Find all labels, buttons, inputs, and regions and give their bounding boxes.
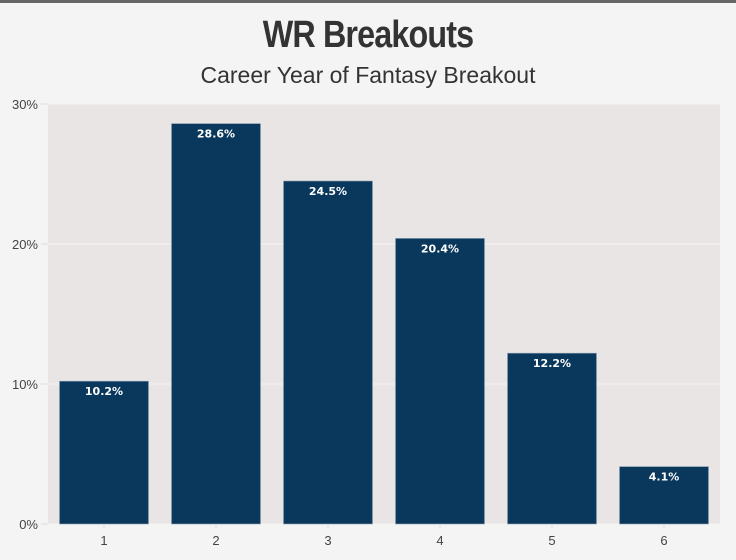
- y-tick-label: 10%: [12, 377, 38, 392]
- x-tick-label: 3: [324, 533, 331, 548]
- data-label: 20.4%: [421, 242, 459, 255]
- bar: [507, 352, 597, 525]
- top-border: [0, 0, 736, 3]
- x-tick-label: 2: [212, 533, 219, 548]
- bar: [171, 123, 261, 525]
- x-tick-label: 5: [548, 533, 555, 548]
- data-label: 12.2%: [533, 357, 571, 370]
- data-label: 24.5%: [309, 185, 347, 198]
- y-tick-label: 20%: [12, 237, 38, 252]
- y-tick-label: 30%: [12, 97, 38, 112]
- chart-subtitle: Career Year of Fantasy Breakout: [200, 62, 536, 88]
- bar: [619, 466, 709, 525]
- bar: [283, 180, 373, 525]
- x-tick-label: 4: [436, 533, 443, 548]
- bar: [59, 380, 149, 525]
- data-label: 10.2%: [85, 385, 123, 398]
- x-tick-label: 6: [660, 533, 667, 548]
- bar: [395, 238, 485, 525]
- x-tick-label: 1: [100, 533, 107, 548]
- plot-area: [48, 104, 720, 524]
- chart-title: WR Breakouts: [262, 14, 474, 56]
- y-tick-label: 0%: [19, 517, 38, 532]
- data-label: 4.1%: [649, 471, 680, 484]
- data-label: 28.6%: [197, 128, 235, 141]
